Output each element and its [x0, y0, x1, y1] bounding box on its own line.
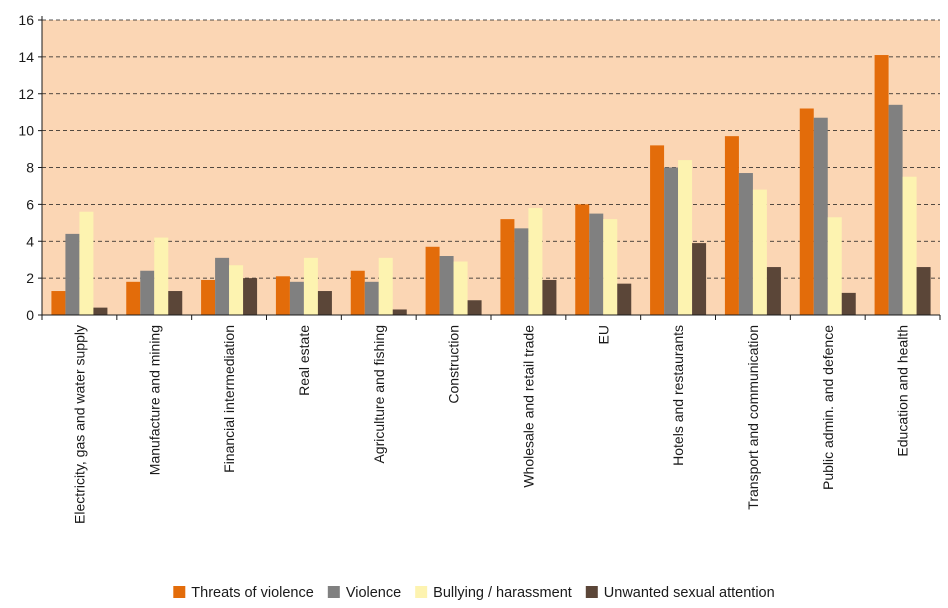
- legend-swatch: [327, 586, 340, 598]
- bar-threats-of-violence: [425, 246, 440, 315]
- bar-threats-of-violence: [201, 279, 216, 315]
- bar-threats-of-violence: [874, 55, 889, 315]
- category-label: Public admin. and defence: [820, 325, 836, 490]
- category-label: Agriculture and fishing: [371, 325, 387, 464]
- bar-bullying-harassment: [79, 211, 94, 315]
- bar-bullying-harassment: [453, 261, 468, 315]
- bar-violence: [514, 228, 529, 315]
- bar-unwanted-sexual-attention: [916, 267, 931, 315]
- bar-threats-of-violence: [350, 270, 365, 315]
- bar-bullying-harassment: [229, 265, 244, 315]
- legend-label: Violence: [346, 585, 401, 601]
- category-label: Electricity, gas and water supply: [71, 325, 87, 524]
- y-tick-label: 6: [26, 196, 34, 212]
- y-tick-label: 12: [18, 86, 34, 102]
- bar-bullying-harassment: [154, 237, 169, 315]
- legend-label: Unwanted sexual attention: [604, 585, 775, 601]
- axes: [38, 16, 941, 320]
- y-tick-labels: 0 2 4 6 8 10 12 14 16: [18, 12, 34, 323]
- bar-threats-of-violence: [575, 204, 590, 315]
- category-label: Construction: [446, 325, 462, 404]
- category-label: Wholesale and retail trade: [520, 325, 536, 488]
- bar-violence: [439, 256, 454, 315]
- bar-unwanted-sexual-attention: [617, 283, 632, 315]
- bar-bullying-harassment: [752, 189, 767, 315]
- bar-violence: [140, 270, 155, 315]
- y-tick-label: 4: [26, 233, 34, 249]
- gridlines: [42, 19, 940, 279]
- category-label: Hotels and restaurants: [670, 325, 686, 466]
- bar-unwanted-sexual-attention: [168, 291, 183, 315]
- bar-violence: [813, 117, 828, 315]
- y-tick-label: 0: [26, 307, 34, 323]
- bar-unwanted-sexual-attention: [392, 309, 407, 315]
- bar-bullying-harassment: [678, 160, 693, 315]
- bar-violence: [289, 281, 304, 315]
- bar-violence: [738, 173, 753, 315]
- bar-violence: [664, 167, 679, 315]
- bars: [51, 55, 931, 315]
- bar-violence: [364, 281, 379, 315]
- bar-unwanted-sexual-attention: [467, 300, 482, 315]
- bar-threats-of-violence: [724, 136, 739, 315]
- y-tick-label: 16: [18, 12, 34, 28]
- y-tick-label: 10: [18, 123, 34, 139]
- bar-bullying-harassment: [528, 208, 543, 315]
- bar-violence: [888, 104, 903, 315]
- category-label: EU: [595, 325, 611, 344]
- y-tick-label: 8: [26, 160, 34, 176]
- bar-bullying-harassment: [603, 219, 618, 315]
- bar-unwanted-sexual-attention: [766, 267, 781, 315]
- legend-label: Bullying / harassment: [433, 585, 572, 601]
- bar-threats-of-violence: [650, 145, 665, 315]
- category-label: Transport and communication: [745, 325, 761, 510]
- bar-bullying-harassment: [902, 176, 917, 315]
- bar-violence: [589, 213, 604, 315]
- bar-threats-of-violence: [51, 291, 66, 315]
- legend-swatch: [415, 586, 428, 598]
- bar-threats-of-violence: [275, 276, 290, 315]
- category-label: Real estate: [296, 325, 312, 396]
- bar-threats-of-violence: [500, 219, 515, 315]
- bar-unwanted-sexual-attention: [93, 307, 108, 315]
- bar-unwanted-sexual-attention: [841, 292, 856, 315]
- category-label: Manufacture and mining: [146, 325, 162, 475]
- bar-violence: [215, 257, 230, 315]
- legend-swatch: [173, 586, 186, 598]
- bar-unwanted-sexual-attention: [243, 278, 258, 315]
- y-tick-label: 14: [18, 49, 34, 65]
- bar-unwanted-sexual-attention: [317, 291, 332, 315]
- bar-bullying-harassment: [827, 217, 842, 315]
- bar-bullying-harassment: [303, 257, 318, 315]
- category-label: Education and health: [895, 325, 911, 457]
- bar-threats-of-violence: [799, 108, 814, 315]
- legend-swatch: [585, 586, 598, 598]
- bar-threats-of-violence: [126, 281, 141, 315]
- category-label: Financial intermediation: [221, 325, 237, 473]
- legend-label: Threats of violence: [191, 585, 314, 601]
- bar-unwanted-sexual-attention: [692, 243, 707, 315]
- bar-bullying-harassment: [378, 257, 393, 315]
- y-tick-label: 2: [26, 270, 34, 286]
- legend: Threats of violence Violence Bullying / ha…: [173, 585, 775, 601]
- bar-unwanted-sexual-attention: [542, 279, 557, 315]
- category-labels: Electricity, gas and water supply Manufac…: [71, 325, 910, 524]
- bar-violence: [65, 233, 80, 315]
